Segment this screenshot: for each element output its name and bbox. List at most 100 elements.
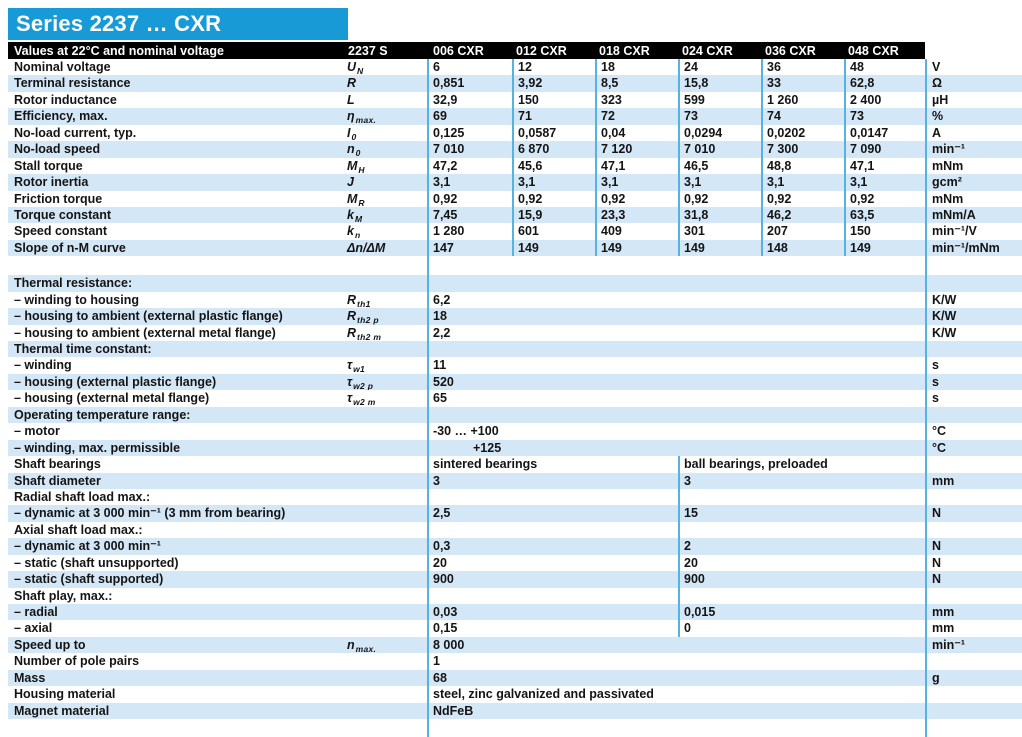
value-cell: 46,5 (678, 157, 761, 175)
dual-row: Shaft diameter 3 3 mm (8, 472, 1022, 490)
unit-cell (925, 686, 1022, 703)
value-cell: 0,125 (433, 125, 465, 140)
value-cell: 3,1 (595, 174, 678, 191)
dual-row: – static (shaft supported) 900 900 N (8, 571, 1022, 588)
value-cell: 0,92 (512, 190, 595, 208)
single-row: – winding τw1 11 s (8, 357, 1022, 375)
value-cell: 11 (433, 358, 447, 373)
row-symbol: Δn/ΔM (345, 240, 427, 257)
unit-cell (925, 702, 1022, 720)
single-row: – housing (external plastic flange) τw2 p… (8, 373, 1022, 391)
section-row: Thermal time constant: (8, 341, 1022, 358)
row-symbol: UN (345, 59, 427, 76)
symbol-base: n (347, 637, 355, 652)
value-cell: 6,2 (433, 292, 451, 307)
value-cell: 0,92 (761, 190, 844, 208)
row-values (427, 406, 925, 424)
row-label: – winding to housing (14, 292, 139, 307)
dual-row: – axial 0,15 0 mm (8, 620, 1022, 638)
value-cell: sintered bearings (433, 457, 538, 472)
value-cell: 207 (761, 223, 844, 240)
value-cell: 520 (433, 374, 454, 389)
value-cell (678, 521, 927, 539)
single-row: – housing (external metal flange) τw2 m 65… (8, 390, 1022, 407)
unit-cell (925, 456, 1022, 473)
symbol-base: U (347, 60, 357, 74)
symbol-subscript: 0 (355, 148, 361, 158)
row-symbol (345, 538, 427, 555)
row-label: – dynamic at 3 000 min⁻¹ (14, 539, 161, 554)
value-cell: 15,9 (512, 206, 595, 224)
header-variant-012cxr: 012 CXR (516, 43, 567, 58)
spec-row: Slope of n-M curve Δn/ΔM 147 149 149 149 148 14… (8, 239, 1022, 257)
symbol-base: R (347, 76, 357, 91)
symbol-subscript: H (358, 164, 365, 175)
spec-row: Rotor inertia J 3,1 3,1 3,1 3,1 3,1 3,1 gcm² (8, 174, 1022, 191)
row-label: Nominal voltage (14, 60, 111, 74)
unit-cell: mNm (925, 190, 1022, 208)
value-cell: 72 (595, 108, 678, 125)
gap-row (8, 256, 1022, 276)
row-label: Shaft play, max.: (14, 588, 113, 603)
row-values: 3,1 3,1 3,1 3,1 3,1 3,1 (427, 174, 925, 191)
row-label: – housing to ambient (external plastic f… (14, 309, 283, 324)
value-cell: 148 (761, 239, 844, 257)
value-cell: 18 (433, 309, 447, 324)
unit-cell (925, 256, 1022, 276)
row-values: 900 900 (427, 571, 925, 588)
row-symbol (345, 653, 427, 670)
value-cell: 20 (433, 555, 447, 570)
filler-row (8, 719, 1022, 737)
spec-row: Stall torque MH 47,2 45,6 47,1 46,5 48,8 47,1 mN… (8, 157, 1022, 175)
row-values: 32,9 150 323 599 1 260 2 400 (427, 91, 925, 109)
unit-cell: °C (925, 439, 1022, 457)
row-label: Thermal time constant: (14, 342, 152, 356)
value-cell: 63,5 (844, 206, 927, 224)
symbol-base: M (347, 191, 358, 206)
row-label: – static (shaft supported) (14, 572, 164, 587)
row-values: NdFeB (427, 702, 925, 720)
row-label: – housing to ambient (external metal fla… (14, 325, 276, 340)
section-row: Operating temperature range: (8, 406, 1022, 424)
unit-cell (925, 587, 1022, 604)
row-symbol (345, 275, 427, 291)
value-cell: 2,2 (433, 325, 451, 340)
single-row: – motor -30 … +100 °C (8, 423, 1022, 440)
row-label: Terminal resistance (14, 76, 131, 91)
row-values: 6,2 (427, 291, 925, 309)
unit-cell: s (925, 373, 1022, 391)
table-header-bar: Values at 22°C and nominal voltage 2237 … (8, 42, 925, 59)
unit-cell: A (925, 124, 1022, 142)
value-cell: 7 010 (433, 142, 465, 157)
value-cell: 323 (595, 91, 678, 109)
value-cell: 68 (433, 670, 447, 685)
dual-row: – static (shaft unsupported) 20 20 N (8, 554, 1022, 572)
row-label: Torque constant (14, 207, 111, 222)
row-symbol: MH (345, 158, 427, 175)
value-cell: 0 (678, 620, 927, 638)
spec-table: Nominal voltage UN 6 12 18 24 36 48 V Terminal re… (8, 59, 1022, 737)
row-symbol: ηmax. (345, 108, 427, 125)
unit-cell: min⁻¹ (925, 141, 1022, 158)
value-cell: 1 280 (433, 224, 465, 239)
value-cell: 0,92 (595, 190, 678, 208)
section-row: Thermal resistance: (8, 275, 1022, 292)
row-label: No-load speed (14, 142, 101, 157)
row-values: 7 010 6 870 7 120 7 010 7 300 7 090 (427, 141, 925, 158)
row-symbol: τw1 (345, 357, 427, 374)
row-label: Rotor inertia (14, 175, 89, 190)
value-cell: 150 (512, 91, 595, 109)
unit-cell: V (925, 59, 1022, 76)
row-values: 11 (427, 357, 925, 375)
symbol-base: L (347, 92, 355, 107)
symbol-subscript: th1 (357, 298, 371, 309)
value-cell: 18 (595, 59, 678, 76)
value-cell: 149 (678, 239, 761, 257)
value-cell: 301 (678, 223, 761, 240)
value-cell: 149 (595, 239, 678, 257)
value-cell: 147 (433, 240, 454, 255)
value-cell (429, 522, 678, 538)
header-variant-018cxr: 018 CXR (599, 43, 650, 58)
value-cell: 23,3 (595, 206, 678, 224)
